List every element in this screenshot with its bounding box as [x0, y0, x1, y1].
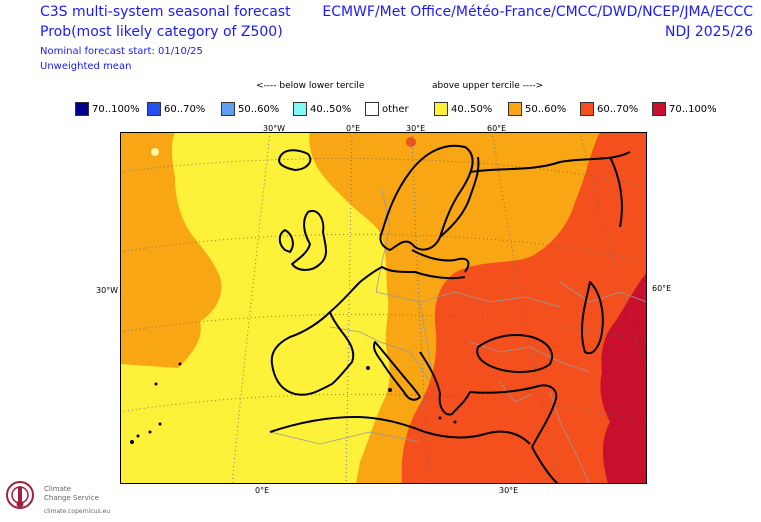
below-tercile-note: <---- below lower tercile	[256, 81, 365, 91]
forecast-map	[120, 132, 647, 484]
legend-label: 60..70%	[597, 103, 639, 115]
legend-label: 40..50%	[310, 103, 352, 115]
graticule	[120, 132, 647, 484]
lon-bottom-0e: 0°E	[255, 486, 270, 495]
legend-item: 60..70%	[147, 100, 205, 118]
legend-swatch	[580, 102, 594, 116]
title-line-2: Prob(most likely category of Z500)	[40, 24, 283, 40]
legend-item: 40..50%	[434, 100, 492, 118]
country-borders	[269, 189, 647, 484]
legend-swatch	[147, 102, 161, 116]
legend-label: 70..100%	[669, 103, 717, 115]
lon-label-30w: 30°W	[263, 124, 286, 133]
legend-item: other	[365, 100, 409, 118]
forecast-centres: ECMWF/Met Office/Météo-France/CMCC/DWD/N…	[322, 4, 753, 20]
forecast-period: NDJ 2025/26	[665, 24, 753, 40]
legend-label: 60..70%	[164, 103, 206, 115]
forecast-start: Nominal forecast start: 01/10/25	[40, 46, 203, 57]
legend-swatch	[293, 102, 307, 116]
lat-label-left: 30°W	[96, 286, 119, 295]
legend-label: 50..60%	[238, 103, 280, 115]
legend-item: 40..50%	[293, 100, 351, 118]
logo-line-2: Change Service	[44, 494, 99, 502]
legend-label: other	[382, 103, 409, 115]
prob-spot-red	[406, 137, 416, 147]
lon-bottom-30e: 30°E	[499, 486, 519, 495]
lon-label-0e: 0°E	[346, 124, 361, 133]
legend-item: 50..60%	[508, 100, 566, 118]
legend-item: 70..100%	[652, 100, 717, 118]
legend-swatch	[221, 102, 235, 116]
prob-spot-light	[151, 148, 159, 156]
legend-swatch	[75, 102, 89, 116]
legend-swatch	[652, 102, 666, 116]
coastlines	[269, 144, 631, 484]
logo-url: climate.copernicus.eu	[44, 508, 111, 515]
lon-label-30e: 30°E	[406, 124, 426, 133]
legend-item: 60..70%	[580, 100, 638, 118]
islands	[130, 362, 457, 444]
legend-label: 40..50%	[451, 103, 493, 115]
logo-line-1: Climate	[44, 485, 71, 493]
weighting-label: Unweighted mean	[40, 61, 132, 72]
climate-change-service-logo-icon	[6, 481, 34, 509]
copernicus-logo: Climate Change Service climate.copernicu…	[6, 476, 136, 520]
lat-label-right: 60°E	[652, 284, 672, 293]
legend-swatch	[434, 102, 448, 116]
legend-swatch	[365, 102, 379, 116]
legend-label: 70..100%	[92, 103, 140, 115]
map-frame	[120, 132, 647, 484]
legend-item: 70..100%	[75, 100, 140, 118]
legend-label: 50..60%	[525, 103, 567, 115]
prob-region-darkred	[600, 272, 647, 484]
legend-swatch	[508, 102, 522, 116]
above-tercile-note: above upper tercile ---->	[432, 81, 544, 91]
map-svg	[120, 132, 647, 484]
prob-region-red	[401, 132, 647, 484]
legend-item: 50..60%	[221, 100, 279, 118]
lon-label-60e: 60°E	[487, 124, 507, 133]
title-line-1: C3S multi-system seasonal forecast	[40, 4, 291, 20]
